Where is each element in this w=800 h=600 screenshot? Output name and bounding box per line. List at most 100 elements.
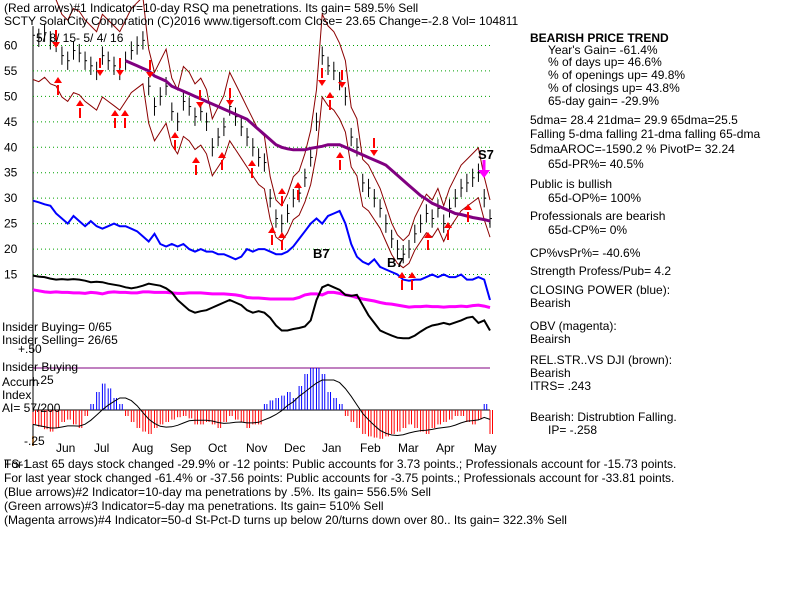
x-tick-label: Sep — [170, 441, 192, 455]
buy-arrow-head — [464, 204, 472, 210]
ip-value: IP= -.258 — [548, 423, 598, 437]
dma-values: 5dma= 28.4 21dma= 29.9 65dma=25.5 — [530, 113, 738, 127]
x-tick-label: Feb — [360, 441, 381, 455]
buy-arrow-head — [326, 92, 334, 98]
signal-b7-1: B7 — [313, 246, 330, 261]
cp-65d: 65d-CP%= 0% — [548, 223, 628, 237]
closing-power-label: CLOSING POWER (blue): — [530, 283, 671, 297]
sell-arrow-head — [226, 100, 234, 106]
buy-arrow-head — [294, 182, 302, 188]
sell-arrow-head — [52, 42, 60, 48]
x-tick-label: Dec — [284, 441, 305, 455]
buy-arrow-head — [408, 272, 416, 278]
buy-arrow-head — [444, 222, 452, 228]
footer-line4: (Green arrows)#3 Indicator=5-day ma pene… — [4, 499, 384, 513]
buy-arrow-head — [121, 110, 129, 116]
strength-ratio: Strength Profess/Pub= 4.2 — [530, 264, 672, 278]
buy-arrow-head — [278, 188, 286, 194]
buy-arrow-head — [278, 232, 286, 238]
buy-arrow-head — [424, 232, 432, 238]
buy-arrow-head — [76, 100, 84, 106]
signal-b7-2: B7 — [387, 255, 404, 270]
footer-line3: (Blue arrows)#2 Indicator=10-day ma pene… — [4, 485, 431, 499]
y-tick-label: 60 — [4, 38, 18, 52]
x-tick-label: Oct — [208, 441, 227, 455]
y-tick-label: 40 — [4, 140, 18, 154]
accum-ma-line — [32, 379, 491, 437]
sell-arrow-head — [116, 70, 124, 76]
x-tick-label: Apr — [436, 441, 455, 455]
sell-arrow-head — [370, 150, 378, 156]
x-tick-label: Jul — [94, 441, 109, 455]
x-tick-label: Aug — [132, 441, 153, 455]
obv-label: OBV (magenta): — [530, 319, 617, 333]
public-status: Public is bullish — [530, 177, 613, 191]
signal-s7: S7 — [478, 147, 494, 162]
pct-closings-up: % of closings up= 43.8% — [548, 81, 680, 95]
s7-arrow-head — [478, 170, 490, 178]
buy-arrow-head — [54, 77, 62, 83]
y-tick-label: 20 — [4, 242, 18, 256]
falling-dmas: Falling 5-dma falling 21-dma falling 65-… — [530, 127, 761, 141]
x-tick-label: Mar — [398, 441, 419, 455]
ma-65-line — [124, 59, 491, 223]
y-tick-label: 55 — [4, 64, 18, 78]
buy-arrow-head — [268, 227, 276, 233]
footer-line5: (Magenta arrows)#4 Indicator=50-d St-Pct… — [4, 513, 567, 527]
ai-value: AI= 57/200 — [2, 401, 61, 415]
x-tick-label: Jan — [322, 441, 341, 455]
cp-vs-pr: CP%vsPr%= -40.6% — [530, 246, 641, 260]
gain-65d: 65-day gain= -29.9% — [548, 94, 660, 108]
trend-title: BEARISH PRICE TREND — [530, 31, 669, 45]
professionals-status: Professionals are bearish — [530, 209, 666, 223]
x-tick-label: Nov — [246, 441, 267, 455]
sell-arrow-head — [196, 102, 204, 108]
footer-overlap: TS-1 — [4, 457, 31, 471]
pct-openings-up: % of openings up= 49.8% — [548, 68, 686, 82]
relstr-label: REL.STR..VS DJI (brown): — [530, 353, 673, 367]
x-tick-label: Jun — [56, 441, 75, 455]
accum-label: Accum — [2, 375, 39, 389]
accum-plus50: +.50 — [18, 342, 42, 356]
distribution-status: Bearish: Distrubtion Falling. — [530, 410, 677, 424]
y-tick-label: 35 — [4, 166, 18, 180]
index-label: Index — [2, 388, 32, 402]
obv-line — [32, 288, 491, 310]
obv-value: Beairsh — [530, 332, 571, 346]
relstr-value: Bearish — [530, 366, 571, 380]
insider-selling: Insider Selling= 26/65 — [2, 333, 118, 347]
op-65d: 65d-OP%= 100% — [548, 191, 642, 205]
buy-arrow-head — [248, 160, 256, 166]
closing-power-line — [32, 199, 491, 301]
buy-arrow-head — [336, 152, 344, 158]
accum-minus25: -.25 — [24, 434, 45, 448]
header-line2: SCTY SolarCity Corporation (C)2016 www.t… — [4, 14, 519, 28]
y-tick-label: 30 — [4, 191, 18, 205]
date-range: 5/ 8/ 15- 5/ 4/ 16 — [36, 31, 124, 45]
footer-line2: For last year stock changed -61.4% or -3… — [4, 471, 675, 485]
y-tick-label: 50 — [4, 89, 18, 103]
accum-plus25: +.25 — [30, 373, 54, 387]
sell-arrow-head — [338, 82, 346, 88]
buy-arrow-head — [111, 110, 119, 116]
y-tick-label: 45 — [4, 115, 18, 129]
insider-buying-label: Insider Buying — [2, 360, 79, 374]
years-gain: Year's Gain= -61.4% — [548, 43, 658, 57]
buy-arrow-head — [398, 272, 406, 278]
lower-band — [32, 76, 491, 269]
aroc-pivot: 5dmaAROC=-1590.2 % PivotP= 32.24 — [530, 142, 735, 156]
closing-power-value: Bearish — [530, 296, 571, 310]
pr-65d: 65d-PR%= 40.5% — [548, 157, 644, 171]
buy-arrow-head — [218, 152, 226, 158]
rel-str-line — [32, 274, 491, 340]
header-line1: (Red arrows)#1 Indicator=10-day RSQ ma p… — [4, 1, 419, 15]
y-tick-label: 15 — [4, 268, 18, 282]
x-tick-label: May — [474, 441, 497, 455]
sell-arrow-head — [96, 70, 104, 76]
itrs-value: ITRS= .243 — [530, 379, 592, 393]
sell-arrow-head — [318, 80, 326, 86]
sell-arrow-head — [146, 72, 154, 78]
buy-arrow-head — [192, 157, 200, 163]
buy-arrow-head — [171, 132, 179, 138]
